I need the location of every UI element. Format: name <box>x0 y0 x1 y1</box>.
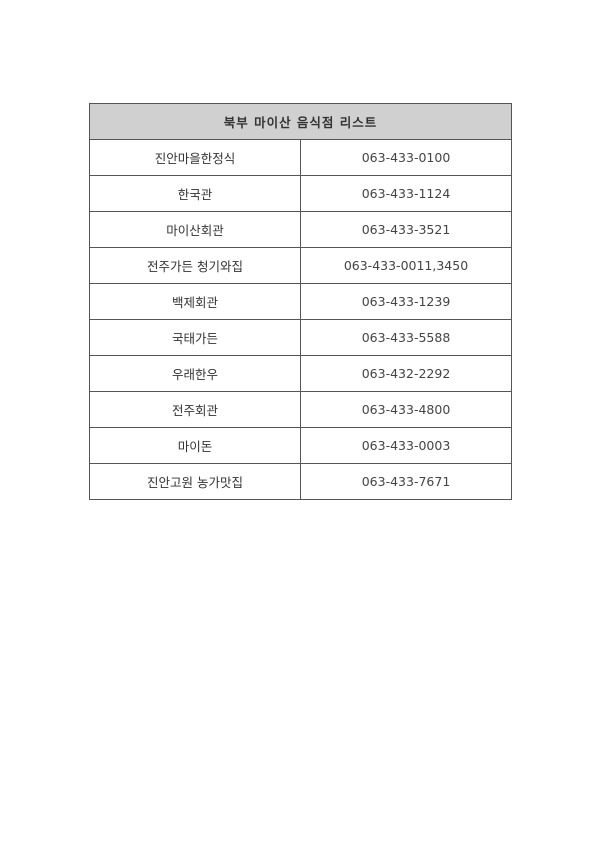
restaurant-name: 진안마을한정식 <box>89 139 301 176</box>
table-row: 진안마을한정식 063-433-0100 <box>89 139 512 176</box>
phone-number: 063-433-0003 <box>300 427 512 464</box>
phone-number: 063-432-2292 <box>300 355 512 392</box>
table-row: 마이산회관 063-433-3521 <box>89 211 512 248</box>
phone-number: 063-433-1124 <box>300 175 512 212</box>
restaurant-name: 국태가든 <box>89 319 301 356</box>
restaurant-name: 마이돈 <box>89 427 301 464</box>
phone-number: 063-433-0100 <box>300 139 512 176</box>
table-body: 진안마을한정식 063-433-0100 한국관 063-433-1124 마이산회관 0… <box>89 139 512 500</box>
phone-number: 063-433-7671 <box>300 463 512 500</box>
restaurant-name: 백제회관 <box>89 283 301 320</box>
table-row: 전주가든 청기와집 063-433-0011,3450 <box>89 247 512 284</box>
phone-number: 063-433-3521 <box>300 211 512 248</box>
table-row: 전주회관 063-433-4800 <box>89 391 512 428</box>
restaurant-name: 전주회관 <box>89 391 301 428</box>
phone-number: 063-433-1239 <box>300 283 512 320</box>
table-title: 북부 마이산 음식점 리스트 <box>89 103 512 140</box>
restaurant-name: 전주가든 청기와집 <box>89 247 301 284</box>
restaurant-table: 북부 마이산 음식점 리스트 진안마을한정식 063-433-0100 한국관 063… <box>89 103 512 500</box>
phone-number: 063-433-4800 <box>300 391 512 428</box>
table-row: 우래한우 063-432-2292 <box>89 355 512 392</box>
table-row: 백제회관 063-433-1239 <box>89 283 512 320</box>
restaurant-name: 마이산회관 <box>89 211 301 248</box>
phone-number: 063-433-0011,3450 <box>300 247 512 284</box>
restaurant-name: 진안고원 농가맛집 <box>89 463 301 500</box>
table-row: 국태가든 063-433-5588 <box>89 319 512 356</box>
table-header-row: 북부 마이산 음식점 리스트 <box>89 103 512 140</box>
restaurant-name: 한국관 <box>89 175 301 212</box>
phone-number: 063-433-5588 <box>300 319 512 356</box>
table-row: 한국관 063-433-1124 <box>89 175 512 212</box>
table-row: 마이돈 063-433-0003 <box>89 427 512 464</box>
table-row: 진안고원 농가맛집 063-433-7671 <box>89 463 512 500</box>
restaurant-name: 우래한우 <box>89 355 301 392</box>
